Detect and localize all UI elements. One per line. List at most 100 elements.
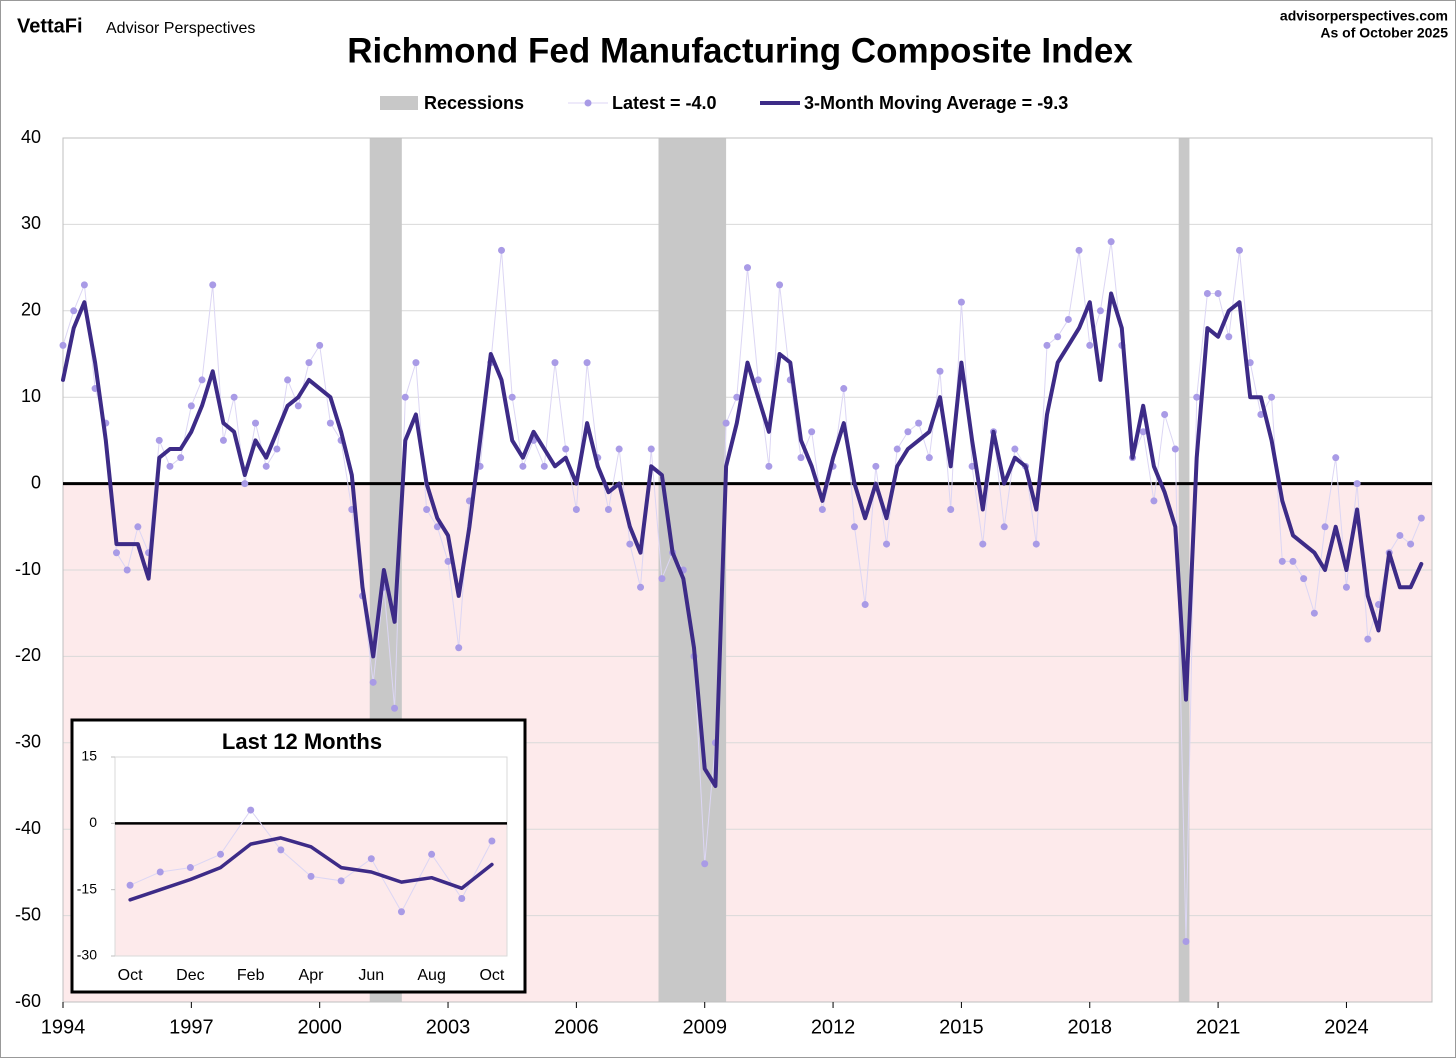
y-tick-label: -60	[15, 991, 41, 1011]
latest-point	[1096, 307, 1104, 315]
latest-point	[433, 523, 441, 531]
latest-point	[722, 419, 730, 427]
latest-point	[262, 462, 270, 470]
x-tick-label: 2009	[682, 1016, 727, 1038]
latest-point	[1417, 514, 1425, 522]
y-tick-label: -30	[15, 732, 41, 752]
y-tick-label: -20	[15, 645, 41, 665]
recession	[1178, 138, 1190, 1002]
latest-point	[1300, 575, 1308, 583]
latest-point	[551, 359, 559, 367]
latest-point	[1161, 410, 1169, 418]
latest-point	[241, 480, 249, 488]
latest-point	[1054, 333, 1062, 341]
latest-point	[904, 428, 912, 436]
latest-point	[305, 359, 313, 367]
y-tick-label: 30	[21, 213, 41, 233]
latest-point	[850, 523, 858, 531]
latest-point	[186, 864, 194, 872]
latest-point	[765, 462, 773, 470]
latest-point	[1268, 393, 1276, 401]
latest-point	[1235, 246, 1243, 254]
latest-point	[658, 575, 666, 583]
latest-point	[872, 462, 880, 470]
recession	[658, 138, 727, 1002]
inset-plot: 15 0 -15 -30 Oct Dec Feb Apr Jun Aug Oct	[77, 748, 508, 984]
x-tick-label: Oct	[479, 967, 504, 984]
latest-point	[1150, 497, 1158, 505]
latest-point	[1064, 315, 1072, 323]
y-tick-label: -15	[77, 880, 97, 896]
latest-point	[1214, 290, 1222, 298]
latest-point	[915, 419, 923, 427]
latest-point	[112, 549, 120, 557]
latest-point	[1342, 583, 1350, 591]
latest-point	[412, 359, 420, 367]
y-tick-label: -40	[15, 818, 41, 838]
latest-point	[626, 540, 634, 548]
latest-point	[808, 428, 816, 436]
latest-point	[219, 436, 227, 444]
latest-point	[123, 566, 131, 574]
latest-point	[391, 704, 399, 712]
y-tick-label: -30	[77, 947, 97, 963]
latest-point	[187, 402, 195, 410]
latest-point	[519, 462, 527, 470]
x-tick-label: Apr	[299, 967, 325, 984]
y-tick-label: 0	[31, 472, 41, 492]
x-tick-label: Dec	[176, 967, 204, 984]
x-tick-label: 2000	[297, 1016, 342, 1038]
url: advisorperspectives.com	[1280, 8, 1448, 24]
moving-average-line	[61, 291, 1424, 788]
latest-point	[1364, 635, 1372, 643]
latest-point	[861, 601, 869, 609]
latest-point	[177, 454, 185, 462]
x-tick-label: 1997	[169, 1016, 214, 1038]
latest-point	[1257, 410, 1265, 418]
latest-point	[1139, 428, 1147, 436]
latest-point	[957, 298, 965, 306]
latest-point	[1278, 557, 1286, 565]
latest-point	[1203, 290, 1211, 298]
latest-point	[198, 376, 206, 384]
x-tick-label: 2006	[554, 1016, 599, 1038]
latest-point	[397, 908, 405, 916]
latest-point	[217, 850, 225, 858]
y-tick-label: 40	[21, 127, 41, 147]
latest-point	[637, 583, 645, 591]
x-tick-label: Jun	[358, 967, 384, 984]
latest-point	[423, 506, 431, 514]
latest-point	[1407, 540, 1415, 548]
latest-point	[70, 307, 78, 315]
latest-point	[284, 376, 292, 384]
latest-point	[1000, 523, 1008, 531]
latest-point	[230, 393, 238, 401]
latest-point	[893, 445, 901, 453]
latest-point	[604, 506, 612, 514]
legend-label: Recessions	[424, 93, 524, 113]
latest-point	[647, 445, 655, 453]
x-tick-label: 2003	[426, 1016, 471, 1038]
legend-swatch	[584, 99, 592, 107]
x-tick-label: 2012	[811, 1016, 856, 1038]
chart-title: Richmond Fed Manufacturing Composite Ind…	[347, 31, 1133, 70]
latest-point	[1353, 480, 1361, 488]
x-tick-label: Feb	[237, 967, 265, 984]
latest-point	[1032, 540, 1040, 548]
x-tick-label: Oct	[118, 967, 143, 984]
x-tick-label: 2021	[1196, 1016, 1241, 1038]
latest-point	[277, 846, 285, 854]
legend-label: Latest = -4.0	[612, 93, 717, 113]
latest-point	[733, 393, 741, 401]
latest-point	[744, 264, 751, 272]
legend-label: 3-Month Moving Average = -9.3	[804, 93, 1068, 113]
latest-point	[444, 557, 452, 565]
latest-point	[1043, 341, 1051, 349]
date: As of October 2025	[1320, 25, 1448, 41]
y-tick-label: -10	[15, 559, 41, 579]
legend-swatch	[380, 96, 418, 110]
x-tick-label: Aug	[417, 967, 445, 984]
x-tick-label: 1994	[41, 1016, 86, 1038]
latest-point	[562, 445, 570, 453]
